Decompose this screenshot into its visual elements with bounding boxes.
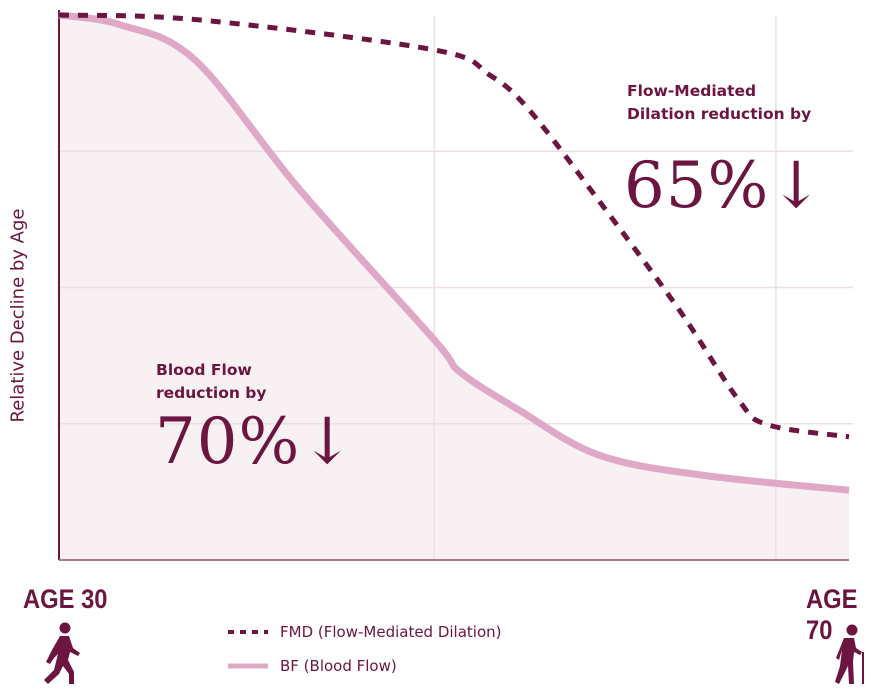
bf-series-line <box>58 11 850 494</box>
bf-annotation-value: 70%↓ <box>155 405 355 479</box>
bf-annotation-line1: Blood Flow <box>156 361 252 379</box>
x-tick-label-age-70: AGE 70 <box>806 584 858 645</box>
fmd-annotation-label: Flow-Mediated Dilation reduction by <box>627 80 811 126</box>
elderly-person-with-cane-icon <box>828 622 872 691</box>
x-tick-label-age-30: AGE 30 <box>23 584 108 614</box>
fmd-annotation-line1: Flow-Mediated <box>627 82 757 100</box>
bf-annotation-label: Blood Flow reduction by <box>156 359 266 405</box>
legend-solid-line-icon <box>228 663 268 669</box>
fmd-series-line <box>58 12 850 440</box>
legend-label-fmd: FMD (Flow-Mediated Dilation) <box>280 623 502 641</box>
fmd-annotation-line2: Dilation reduction by <box>627 105 812 123</box>
legend-dashed-line-icon <box>228 630 268 634</box>
fmd-annotation-value: 65%↓ <box>624 149 824 223</box>
legend-item-fmd: FMD (Flow-Mediated Dilation) <box>228 623 502 641</box>
legend-item-bf: BF (Blood Flow) <box>228 657 397 675</box>
y-axis-label: Relative Decline by Age <box>7 208 29 423</box>
walking-person-icon <box>40 622 84 691</box>
legend-label-bf: BF (Blood Flow) <box>280 657 397 675</box>
bf-annotation-line2: reduction by <box>156 384 267 402</box>
